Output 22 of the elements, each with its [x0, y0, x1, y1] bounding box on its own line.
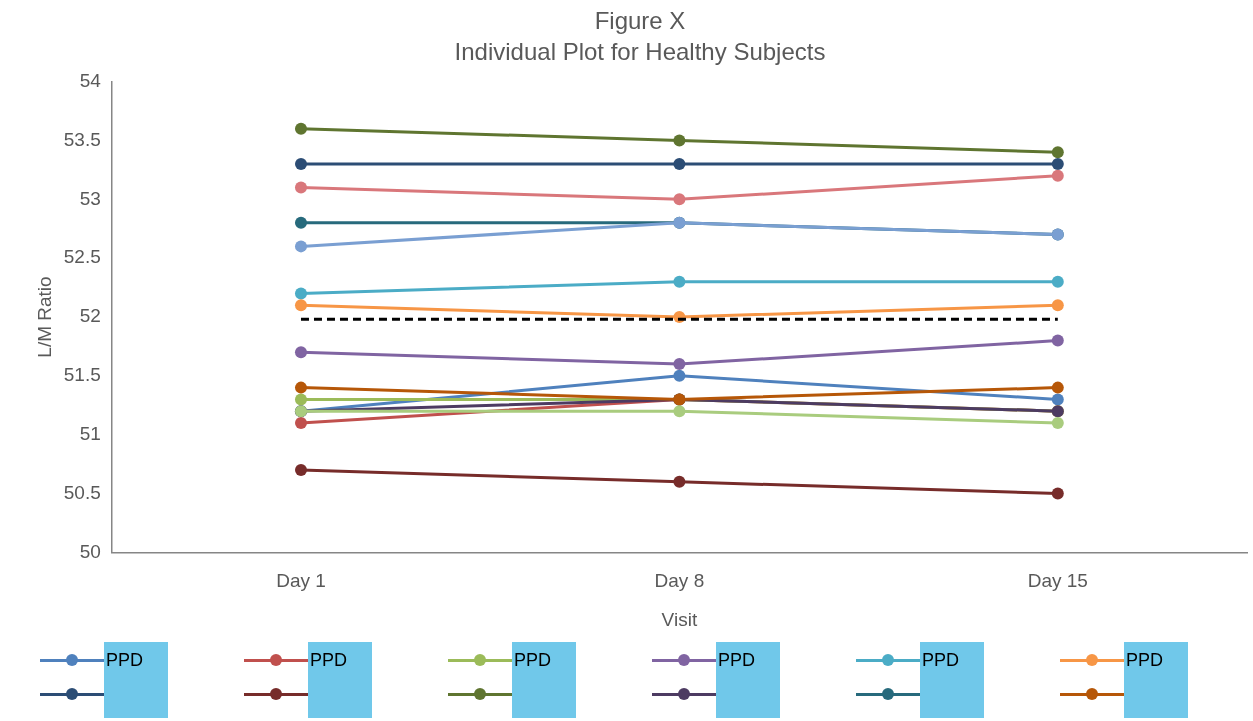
- legend-label: PPD: [106, 649, 144, 671]
- y-tick-label: 52: [79, 305, 101, 327]
- y-tick-label: 51.5: [63, 364, 101, 386]
- legend-label: PPD: [718, 649, 756, 671]
- x-tick-label: Day 15: [1027, 570, 1088, 592]
- y-tick-label: 51: [79, 422, 101, 444]
- y-tick-label: 52.5: [63, 246, 101, 268]
- y-tick-label: 53: [79, 187, 101, 209]
- x-tick-label: Day 1: [276, 570, 326, 592]
- y-tick-label: 54: [79, 69, 102, 91]
- legend-label: PPD: [310, 649, 348, 671]
- y-axis-title: L/M Ratio: [33, 276, 55, 358]
- x-axis-title: Visit: [661, 608, 698, 630]
- y-tick-label: 53.5: [63, 128, 101, 150]
- y-tick-label: 50: [79, 540, 101, 562]
- chart-title: Figure X: [594, 7, 686, 35]
- legend-label: PPD: [514, 649, 552, 671]
- y-tick-label: 50.5: [63, 481, 101, 503]
- legend-label: PPD: [922, 649, 960, 671]
- x-tick-label: Day 8: [654, 570, 705, 592]
- chart-subtitle: Individual Plot for Healthy Subjects: [454, 37, 826, 65]
- legend-label: PPD: [1126, 649, 1164, 671]
